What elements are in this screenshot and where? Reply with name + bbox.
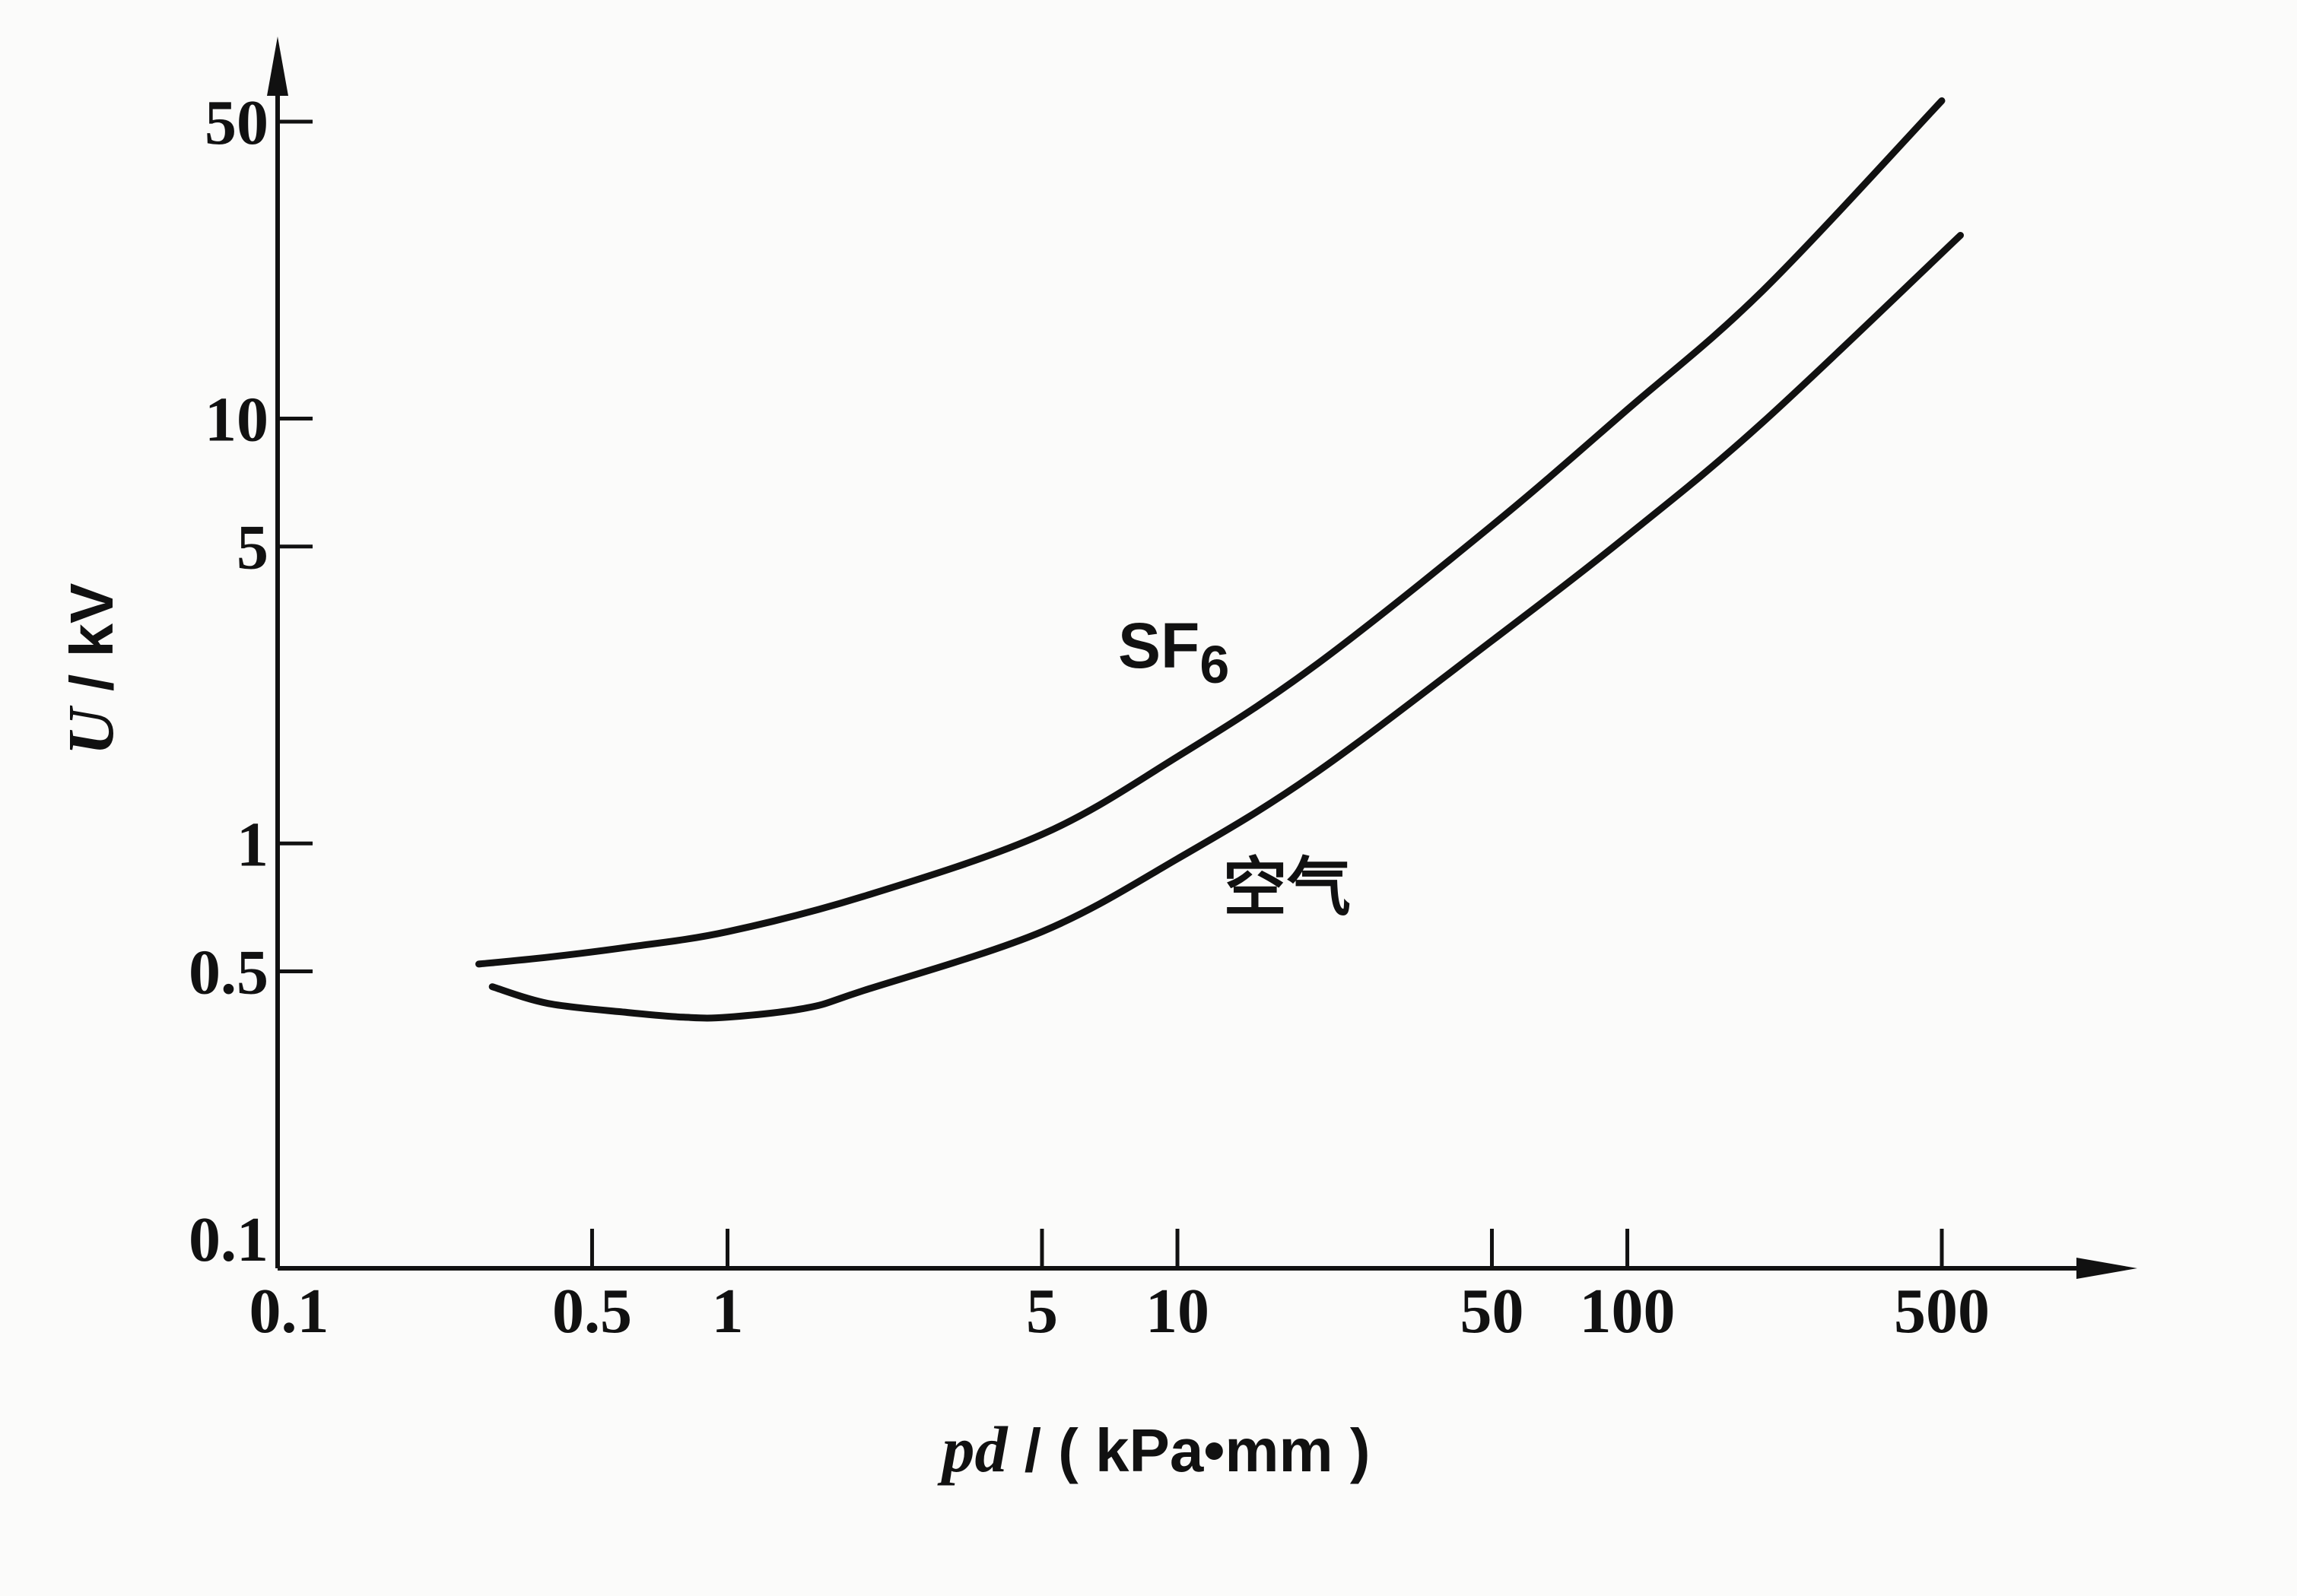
x-tick-label: 0.5 — [552, 1276, 632, 1347]
x-axis-unit: / ( kPa•mm ) — [1007, 1417, 1370, 1484]
series-label-sf6: SF6 — [1118, 610, 1229, 694]
x-tick-label: 500 — [1894, 1276, 1990, 1347]
y-axis-label: U / kV — [54, 583, 127, 756]
x-tick-label: 100 — [1580, 1276, 1676, 1347]
x-tick-label: 0.1 — [249, 1276, 329, 1347]
y-ticks: 0.1 0.5 1 5 10 50 — [189, 87, 313, 1275]
y-tick-label: 1 — [237, 809, 268, 880]
x-axis-variable: pd — [936, 1413, 1009, 1486]
series-label-air: 空气 — [1223, 852, 1351, 923]
series-curves — [475, 97, 1964, 1022]
y-tick-label: 10 — [205, 385, 268, 455]
y-axis-variable: U — [54, 705, 127, 755]
axes — [267, 36, 2137, 1279]
y-axis-unit: / kV — [58, 583, 125, 709]
x-axis-arrow — [2076, 1258, 2137, 1279]
y-tick-label: 50 — [205, 87, 268, 158]
y-tick-label: 5 — [237, 512, 268, 583]
series-line-air — [488, 232, 1964, 1022]
y-axis-arrow — [267, 36, 288, 96]
series-labels: SF6 空气 — [1118, 610, 1351, 923]
series-line-sf6 — [475, 97, 1946, 968]
y-tick-label: 0.1 — [189, 1204, 268, 1275]
x-axis-label: pd / ( kPa•mm ) — [936, 1413, 1370, 1486]
x-tick-label: 50 — [1460, 1276, 1523, 1347]
x-tick-label: 1 — [712, 1276, 744, 1347]
x-tick-label: 5 — [1026, 1276, 1058, 1347]
x-ticks: 0.1 0.5 1 5 10 50 100 500 — [249, 1229, 1990, 1347]
x-tick-label: 10 — [1145, 1276, 1209, 1347]
y-tick-label: 0.5 — [189, 937, 268, 1007]
